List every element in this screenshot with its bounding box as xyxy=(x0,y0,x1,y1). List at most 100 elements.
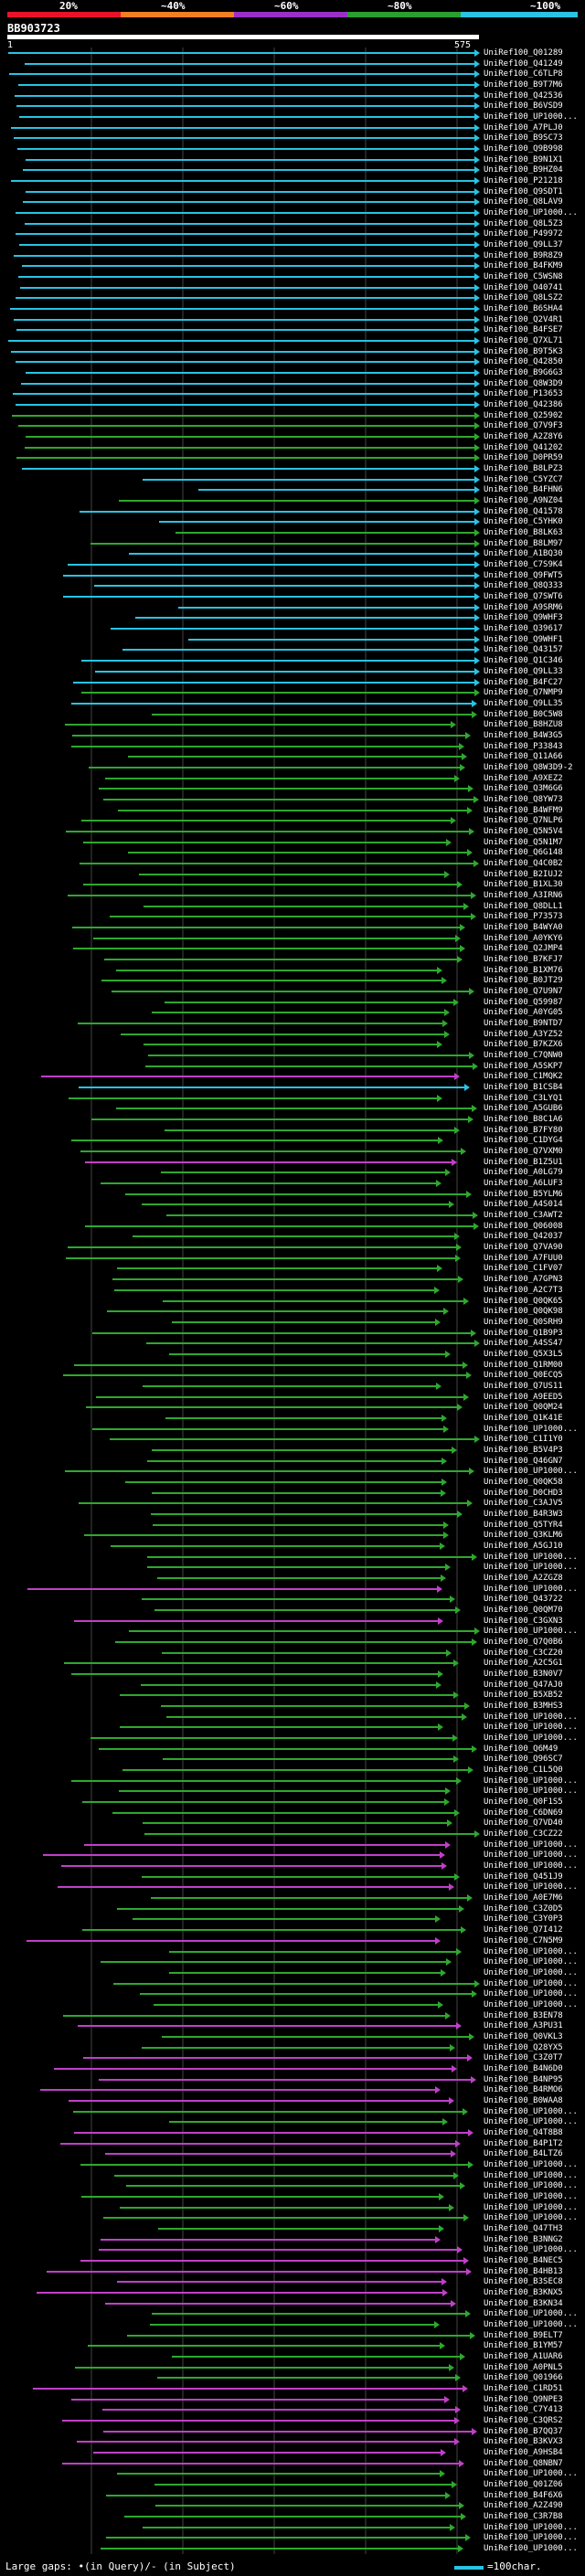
hit-label[interactable]: UniRef100_UP1000... xyxy=(484,2309,578,2318)
hit-label[interactable]: UniRef100_C3AWT2 xyxy=(484,1211,563,1220)
hit-label[interactable]: UniRef100_Q41249 xyxy=(484,59,563,69)
hit-label[interactable]: UniRef100_B1XM76 xyxy=(484,966,563,975)
hit-label[interactable]: UniRef100_B5V4P3 xyxy=(484,1446,563,1455)
hit-label[interactable]: UniRef100_Q9LL33 xyxy=(484,667,563,676)
hit-label[interactable]: UniRef100_Q6G148 xyxy=(484,848,563,857)
hit-label[interactable]: UniRef100_B4HB13 xyxy=(484,2267,563,2276)
hit-label[interactable]: UniRef100_B4FSE7 xyxy=(484,325,563,334)
hit-label[interactable]: UniRef100_Q01Z06 xyxy=(484,2480,563,2489)
hit-label[interactable]: UniRef100_B9N1X1 xyxy=(484,155,563,164)
hit-label[interactable]: UniRef100_C1FV07 xyxy=(484,1264,563,1273)
hit-label[interactable]: UniRef100_C3QRS2 xyxy=(484,2416,563,2425)
hit-label[interactable]: UniRef100_Q8L5Z3 xyxy=(484,219,563,228)
hit-label[interactable]: UniRef100_Q2JMP4 xyxy=(484,944,563,953)
hit-label[interactable]: UniRef100_UP1000... xyxy=(484,1947,578,1956)
hit-label[interactable]: UniRef100_B8C1A6 xyxy=(484,1115,563,1124)
hit-label[interactable]: UniRef100_C3Z0D5 xyxy=(484,1904,563,1913)
hit-label[interactable]: UniRef100_P49972 xyxy=(484,229,563,239)
hit-label[interactable]: UniRef100_Q5TYR4 xyxy=(484,1521,563,1530)
hit-label[interactable]: UniRef100_Q7NMP9 xyxy=(484,688,563,697)
hit-label[interactable]: UniRef100_D0PR59 xyxy=(484,453,563,462)
hit-label[interactable]: UniRef100_C7QNW0 xyxy=(484,1051,563,1060)
hit-label[interactable]: UniRef100_B1Z5U1 xyxy=(484,1158,563,1167)
hit-label[interactable]: UniRef100_B5YLM6 xyxy=(484,1190,563,1199)
hit-label[interactable]: UniRef100_B9SC73 xyxy=(484,133,563,143)
hit-label[interactable]: UniRef100_B9G6G3 xyxy=(484,368,563,377)
hit-label[interactable]: UniRef100_B4FHN6 xyxy=(484,485,563,494)
hit-label[interactable]: UniRef100_Q451J9 xyxy=(484,1872,563,1882)
hit-label[interactable]: UniRef100_A4SS47 xyxy=(484,1339,563,1348)
hit-label[interactable]: UniRef100_B6VSD9 xyxy=(484,101,563,111)
hit-label[interactable]: UniRef100_B4LTZ6 xyxy=(484,2149,563,2158)
hit-label[interactable]: UniRef100_B5XB52 xyxy=(484,1691,563,1700)
hit-label[interactable]: UniRef100_Q8YW73 xyxy=(484,795,563,804)
hit-label[interactable]: UniRef100_UP1000... xyxy=(484,1563,578,1572)
hit-label[interactable]: UniRef100_B4R3W3 xyxy=(484,1510,563,1519)
hit-label[interactable]: UniRef100_B3MHS3 xyxy=(484,1701,563,1711)
hit-label[interactable]: UniRef100_A0YG05 xyxy=(484,1008,563,1017)
hit-label[interactable]: UniRef100_A0E7M6 xyxy=(484,1893,563,1903)
hit-label[interactable]: UniRef100_Q8Q333 xyxy=(484,581,563,590)
hit-label[interactable]: UniRef100_C1I1Y0 xyxy=(484,1435,563,1444)
hit-label[interactable]: UniRef100_Q01289 xyxy=(484,48,563,58)
hit-label[interactable]: UniRef100_C1DYG4 xyxy=(484,1136,563,1145)
hit-label[interactable]: UniRef100_Q8DLL1 xyxy=(484,902,563,911)
hit-label[interactable]: UniRef100_Q9WHF3 xyxy=(484,613,563,622)
hit-label[interactable]: UniRef100_B3SEC8 xyxy=(484,2277,563,2286)
hit-label[interactable]: UniRef100_UP1000... xyxy=(484,1957,578,1966)
hit-label[interactable]: UniRef100_Q28YX5 xyxy=(484,2043,563,2052)
hit-label[interactable]: UniRef100_C5YHK0 xyxy=(484,517,563,526)
hit-label[interactable]: UniRef100_B4N6D0 xyxy=(484,2064,563,2073)
hit-label[interactable]: UniRef100_UP1000... xyxy=(484,2171,578,2180)
hit-label[interactable]: UniRef100_Q1K41E xyxy=(484,1414,563,1423)
hit-label[interactable]: UniRef100_UP1000... xyxy=(484,2469,578,2478)
hit-label[interactable]: UniRef100_Q8W3D9-2 xyxy=(484,763,573,772)
hit-label[interactable]: UniRef100_Q41578 xyxy=(484,507,563,516)
hit-label[interactable]: UniRef100_Q42850 xyxy=(484,357,563,366)
hit-label[interactable]: UniRef100_C5WSN8 xyxy=(484,272,563,281)
hit-label[interactable]: UniRef100_UP1000... xyxy=(484,1733,578,1743)
hit-label[interactable]: UniRef100_B4NEC5 xyxy=(484,2256,563,2265)
hit-label[interactable]: UniRef100_B8LPZ3 xyxy=(484,464,563,473)
hit-label[interactable]: UniRef100_C3Y0P3 xyxy=(484,1914,563,1924)
hit-label[interactable]: UniRef100_UP1000... xyxy=(484,2181,578,2190)
hit-label[interactable]: UniRef100_A5GJ10 xyxy=(484,1542,563,1551)
hit-label[interactable]: UniRef100_A6LUF3 xyxy=(484,1179,563,1188)
hit-label[interactable]: UniRef100_C7S9K4 xyxy=(484,560,563,569)
hit-label[interactable]: UniRef100_Q96SC7 xyxy=(484,1754,563,1764)
hit-label[interactable]: UniRef100_Q9SDT1 xyxy=(484,187,563,196)
hit-label[interactable]: UniRef100_C1RD51 xyxy=(484,2384,563,2393)
hit-label[interactable]: UniRef100_UP1000... xyxy=(484,2320,578,2329)
hit-label[interactable]: UniRef100_Q7VA90 xyxy=(484,1243,563,1252)
hit-label[interactable]: UniRef100_Q6M49 xyxy=(484,1744,558,1754)
hit-label[interactable]: UniRef100_Q7U9N7 xyxy=(484,987,563,996)
hit-label[interactable]: UniRef100_UP1000... xyxy=(484,112,578,122)
hit-label[interactable]: UniRef100_A4S014 xyxy=(484,1200,563,1209)
hit-label[interactable]: UniRef100_Q0SRH9 xyxy=(484,1318,563,1327)
hit-label[interactable]: UniRef100_A5SKP7 xyxy=(484,1062,563,1071)
hit-label[interactable]: UniRef100_B9ELT7 xyxy=(484,2331,563,2340)
hit-label[interactable]: UniRef100_B2IUJ2 xyxy=(484,870,563,879)
hit-label[interactable]: UniRef100_UP1000... xyxy=(484,1723,578,1732)
hit-label[interactable]: UniRef100_UP1000... xyxy=(484,2523,578,2532)
hit-label[interactable]: UniRef100_UP1000... xyxy=(484,2000,578,2009)
hit-label[interactable]: UniRef100_P73573 xyxy=(484,912,563,921)
hit-label[interactable]: UniRef100_UP1000... xyxy=(484,2117,578,2126)
hit-label[interactable]: UniRef100_Q8LSZ2 xyxy=(484,293,563,302)
hit-label[interactable]: UniRef100_Q8W3D9 xyxy=(484,379,563,388)
hit-label[interactable]: UniRef100_UP1000... xyxy=(484,1627,578,1636)
hit-label[interactable]: UniRef100_D0CHD3 xyxy=(484,1489,563,1498)
hit-label[interactable]: UniRef100_Q42386 xyxy=(484,400,563,409)
hit-label[interactable]: UniRef100_B9T5K3 xyxy=(484,347,563,356)
hit-label[interactable]: UniRef100_B1XL30 xyxy=(484,880,563,889)
hit-label[interactable]: UniRef100_B4WYA0 xyxy=(484,923,563,932)
hit-label[interactable]: UniRef100_Q43157 xyxy=(484,645,563,654)
hit-label[interactable]: UniRef100_UP1000... xyxy=(484,1989,578,1998)
hit-label[interactable]: UniRef100_Q7I412 xyxy=(484,1925,563,1935)
hit-label[interactable]: UniRef100_Q06008 xyxy=(484,1222,563,1231)
hit-label[interactable]: UniRef100_Q1B9P3 xyxy=(484,1329,563,1338)
hit-label[interactable]: UniRef100_A2Z490 xyxy=(484,2501,563,2510)
hit-label[interactable]: UniRef100_A2C5G1 xyxy=(484,1659,563,1668)
hit-label[interactable]: UniRef100_P21218 xyxy=(484,176,563,186)
hit-label[interactable]: UniRef100_C1MQK2 xyxy=(484,1072,563,1081)
